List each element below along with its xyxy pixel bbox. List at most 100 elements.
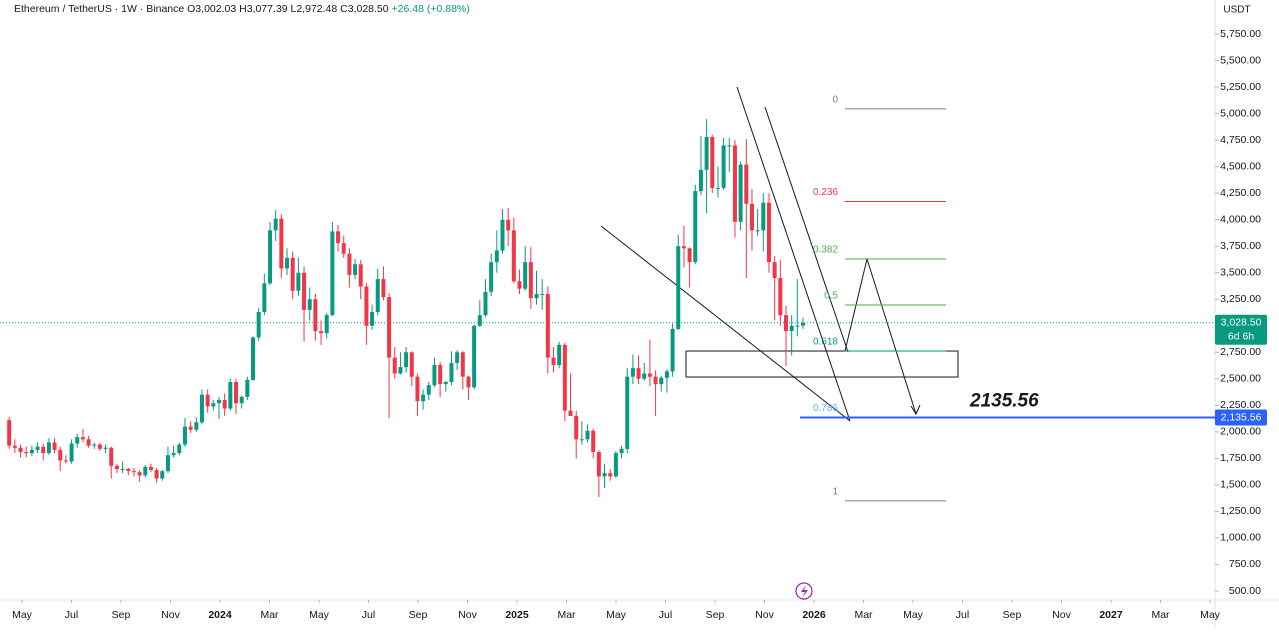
event-icon[interactable] xyxy=(795,582,813,600)
candle-body xyxy=(511,230,516,282)
candle-body xyxy=(500,219,505,251)
candle-body xyxy=(256,311,261,338)
y-tick-label: 4,250.00 xyxy=(1220,187,1261,199)
candle-body xyxy=(517,281,522,289)
candle-body xyxy=(523,262,528,289)
candle-body xyxy=(664,371,669,378)
candle-body xyxy=(727,145,732,147)
candle-body xyxy=(336,231,341,244)
candle-body xyxy=(761,202,766,231)
target-annotation: 2135.56 xyxy=(969,390,1039,411)
x-tick-label: May xyxy=(309,609,330,621)
candle-body xyxy=(426,385,431,395)
candle-body xyxy=(126,468,131,472)
candle-body xyxy=(562,344,567,411)
candle-body xyxy=(160,471,165,479)
candle-body xyxy=(647,373,652,377)
header-item: +26.48 (+0.88%) xyxy=(392,3,470,15)
candle-body xyxy=(330,231,335,316)
y-tick-label: 4,500.00 xyxy=(1220,160,1261,172)
candle-body xyxy=(290,257,295,291)
candle-body xyxy=(579,439,584,441)
candle-body xyxy=(766,202,771,263)
candle-body xyxy=(364,286,369,326)
candle-body xyxy=(489,262,494,292)
candle-body xyxy=(466,376,471,388)
x-tick-label: Mar xyxy=(1151,609,1170,621)
fib-label: 0 xyxy=(832,94,838,105)
candle-body xyxy=(528,262,533,299)
candle-body xyxy=(109,447,114,466)
header-item: C3,028.50 xyxy=(340,3,389,15)
candle-body xyxy=(58,449,63,461)
y-tick-label: 3,500.00 xyxy=(1220,267,1261,279)
candle-body xyxy=(642,373,647,379)
candle-body xyxy=(472,325,477,388)
x-tick-label: Nov xyxy=(1052,609,1071,621)
unit-label: USDT xyxy=(1223,5,1250,16)
candle-body xyxy=(545,293,550,358)
candle-body xyxy=(795,325,800,327)
candle-body xyxy=(534,293,539,299)
x-tick-label: Mar xyxy=(557,609,576,621)
candle-body xyxy=(630,368,635,377)
candle-body xyxy=(86,439,91,446)
candle-body xyxy=(477,315,482,326)
y-tick-label: 5,250.00 xyxy=(1220,81,1261,93)
x-tick-label: Nov xyxy=(161,609,180,621)
candle-body xyxy=(693,191,698,263)
candle-body xyxy=(222,400,227,409)
y-tick-label: 1,000.00 xyxy=(1220,532,1261,544)
candle-body xyxy=(177,444,182,454)
candle-body xyxy=(749,203,754,231)
candle-body xyxy=(353,264,358,275)
candle-body xyxy=(143,466,148,476)
x-tick-label: Jul xyxy=(659,609,672,621)
x-tick-label: Sep xyxy=(409,609,428,621)
candle-body xyxy=(245,379,250,397)
x-tick-label: Jul xyxy=(65,609,78,621)
x-tick-label: Mar xyxy=(260,609,279,621)
candle-body xyxy=(7,420,12,446)
candle-body xyxy=(551,357,556,366)
trend-line xyxy=(600,225,851,422)
candle-body xyxy=(262,283,267,312)
candle-body xyxy=(653,376,658,385)
y-tick-label: 4,000.00 xyxy=(1220,213,1261,225)
candle-body xyxy=(398,367,403,374)
fib-label: 0.786 xyxy=(813,403,838,414)
candle-body xyxy=(358,264,363,287)
countdown-label: 6d 6h xyxy=(1228,331,1254,343)
header-item: L2,972.48 xyxy=(291,3,338,15)
y-tick-label: 2,750.00 xyxy=(1220,346,1261,358)
candle-body xyxy=(319,331,324,334)
candle-body xyxy=(687,248,692,263)
header-item: H3,077.39 xyxy=(239,3,288,15)
candle-body xyxy=(568,410,573,416)
candle-body xyxy=(698,169,703,192)
candle-body xyxy=(302,272,307,310)
candle-body xyxy=(438,365,443,385)
candle-body xyxy=(557,344,562,366)
trend-line xyxy=(764,106,849,353)
fib-label: 0.382 xyxy=(813,245,838,256)
candle-body xyxy=(619,448,624,454)
candle-body xyxy=(29,449,34,454)
candle-body xyxy=(681,246,686,249)
x-tick-label: Nov xyxy=(458,609,477,621)
y-tick-label: 500.00 xyxy=(1229,585,1261,597)
y-tick-label: 2,250.00 xyxy=(1220,399,1261,411)
candle-body xyxy=(409,352,414,377)
y-tick-label: 1,250.00 xyxy=(1220,505,1261,517)
x-tick-label: 2026 xyxy=(802,609,826,621)
candle-body xyxy=(636,368,641,379)
candle-body xyxy=(137,472,142,476)
x-tick-label: May xyxy=(1200,609,1221,621)
candle-body xyxy=(251,337,256,380)
candle-body xyxy=(103,447,108,449)
candle-body xyxy=(228,382,233,409)
y-tick-label: 750.00 xyxy=(1229,558,1261,570)
y-tick-label: 1,750.00 xyxy=(1220,452,1261,464)
candle-body xyxy=(608,473,613,477)
candle-body xyxy=(404,352,409,368)
